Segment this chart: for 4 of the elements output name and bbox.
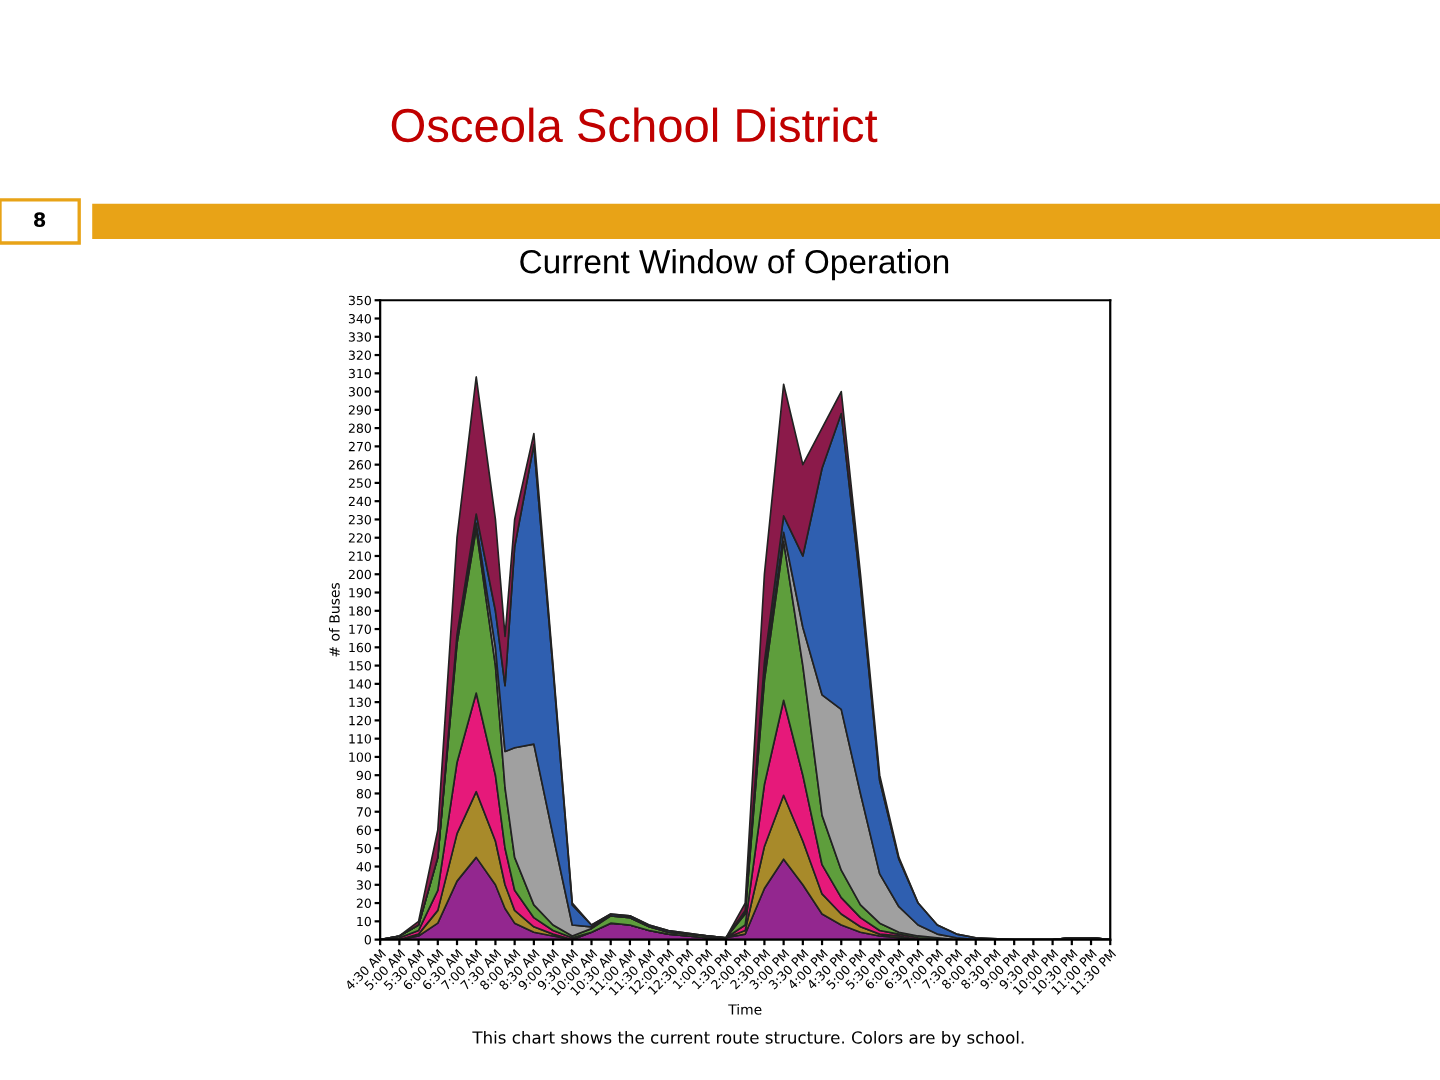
text: 8 — [34, 212, 46, 228]
chart-subtitle: Current Window of Operation — [520, 249, 949, 281]
text: This chart shows the current route structure. Colors are by school. — [472, 1030, 1024, 1048]
chart-title: Osceola School District — [391, 107, 878, 143]
